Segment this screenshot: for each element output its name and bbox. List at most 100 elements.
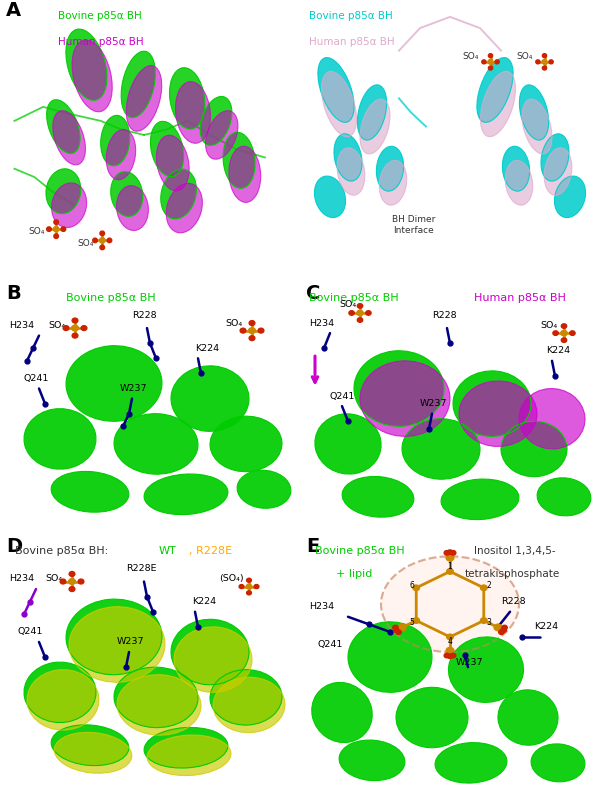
Circle shape <box>501 628 506 633</box>
Circle shape <box>357 310 363 316</box>
Text: Human p85α BH: Human p85α BH <box>309 36 395 47</box>
Text: K224: K224 <box>546 346 570 356</box>
Circle shape <box>413 618 419 623</box>
Text: 6: 6 <box>409 581 414 590</box>
Ellipse shape <box>66 345 162 421</box>
Text: 5: 5 <box>409 619 414 627</box>
Ellipse shape <box>441 479 519 520</box>
Text: SO₄: SO₄ <box>462 51 478 61</box>
Circle shape <box>71 326 79 331</box>
Ellipse shape <box>106 130 136 180</box>
Circle shape <box>72 333 78 338</box>
Circle shape <box>358 303 362 308</box>
Circle shape <box>394 628 399 633</box>
Ellipse shape <box>229 147 260 203</box>
Circle shape <box>561 330 567 336</box>
Circle shape <box>499 630 504 634</box>
Ellipse shape <box>161 169 196 219</box>
Ellipse shape <box>481 71 515 137</box>
Text: K224: K224 <box>195 344 219 352</box>
Circle shape <box>93 238 97 242</box>
Text: B: B <box>6 284 21 303</box>
Circle shape <box>553 331 558 335</box>
Circle shape <box>81 326 87 330</box>
Text: WT: WT <box>159 546 177 556</box>
Ellipse shape <box>334 134 362 181</box>
Text: SO₄: SO₄ <box>516 51 532 61</box>
Circle shape <box>448 654 453 658</box>
Circle shape <box>451 550 456 555</box>
Ellipse shape <box>544 148 572 196</box>
Text: A: A <box>6 2 21 21</box>
Text: (SO₄): (SO₄) <box>219 574 244 584</box>
Circle shape <box>495 60 499 64</box>
Circle shape <box>254 584 259 588</box>
Ellipse shape <box>459 381 537 447</box>
Ellipse shape <box>171 366 249 432</box>
Ellipse shape <box>210 670 282 725</box>
Ellipse shape <box>200 97 232 146</box>
Circle shape <box>542 59 547 64</box>
Ellipse shape <box>337 148 365 196</box>
Circle shape <box>444 653 449 658</box>
Ellipse shape <box>53 111 85 165</box>
Text: Human p85α BH: Human p85α BH <box>58 36 143 47</box>
Ellipse shape <box>171 619 249 685</box>
Ellipse shape <box>114 413 198 474</box>
Text: H234: H234 <box>9 321 34 330</box>
Ellipse shape <box>117 675 201 735</box>
Ellipse shape <box>348 622 432 692</box>
Text: SO₄: SO₄ <box>48 321 65 330</box>
Circle shape <box>72 318 78 323</box>
Ellipse shape <box>170 67 205 129</box>
Circle shape <box>54 234 58 238</box>
Circle shape <box>444 550 449 555</box>
Ellipse shape <box>358 85 386 140</box>
Circle shape <box>448 550 453 554</box>
Ellipse shape <box>342 477 414 517</box>
Circle shape <box>249 336 255 341</box>
Circle shape <box>502 626 507 630</box>
Ellipse shape <box>51 725 129 766</box>
Ellipse shape <box>360 361 450 436</box>
Text: W237: W237 <box>120 384 148 393</box>
Ellipse shape <box>47 100 80 154</box>
Ellipse shape <box>498 690 558 745</box>
Text: Inositol 1,3,4,5-: Inositol 1,3,4,5- <box>474 546 556 556</box>
Text: 4: 4 <box>448 637 452 646</box>
Ellipse shape <box>477 58 513 122</box>
Text: R228: R228 <box>132 311 157 320</box>
Circle shape <box>239 584 244 588</box>
Circle shape <box>446 634 454 640</box>
Text: Bovine p85α BH: Bovine p85α BH <box>309 11 393 21</box>
Text: Q241: Q241 <box>330 391 355 401</box>
Circle shape <box>393 626 398 630</box>
Text: W237: W237 <box>117 638 145 646</box>
Ellipse shape <box>27 670 99 730</box>
Text: H234: H234 <box>9 574 34 584</box>
Text: SO₄: SO₄ <box>78 238 94 248</box>
Text: + lipid: + lipid <box>336 569 373 579</box>
Text: R228: R228 <box>432 311 457 320</box>
Ellipse shape <box>175 82 211 143</box>
Ellipse shape <box>505 160 533 205</box>
Text: C: C <box>306 284 320 303</box>
Ellipse shape <box>376 147 404 191</box>
Ellipse shape <box>114 667 198 728</box>
Ellipse shape <box>206 111 238 159</box>
Circle shape <box>488 54 493 58</box>
Ellipse shape <box>174 626 252 692</box>
Text: R228E: R228E <box>126 565 157 573</box>
Ellipse shape <box>402 419 480 479</box>
Circle shape <box>249 321 255 326</box>
Circle shape <box>349 310 354 315</box>
Ellipse shape <box>66 29 107 101</box>
Ellipse shape <box>322 71 356 137</box>
Text: E: E <box>306 538 319 557</box>
Ellipse shape <box>121 51 155 117</box>
Ellipse shape <box>360 99 390 154</box>
Circle shape <box>53 227 59 232</box>
Ellipse shape <box>210 417 282 472</box>
Text: Q241: Q241 <box>18 627 43 637</box>
Circle shape <box>100 246 104 249</box>
